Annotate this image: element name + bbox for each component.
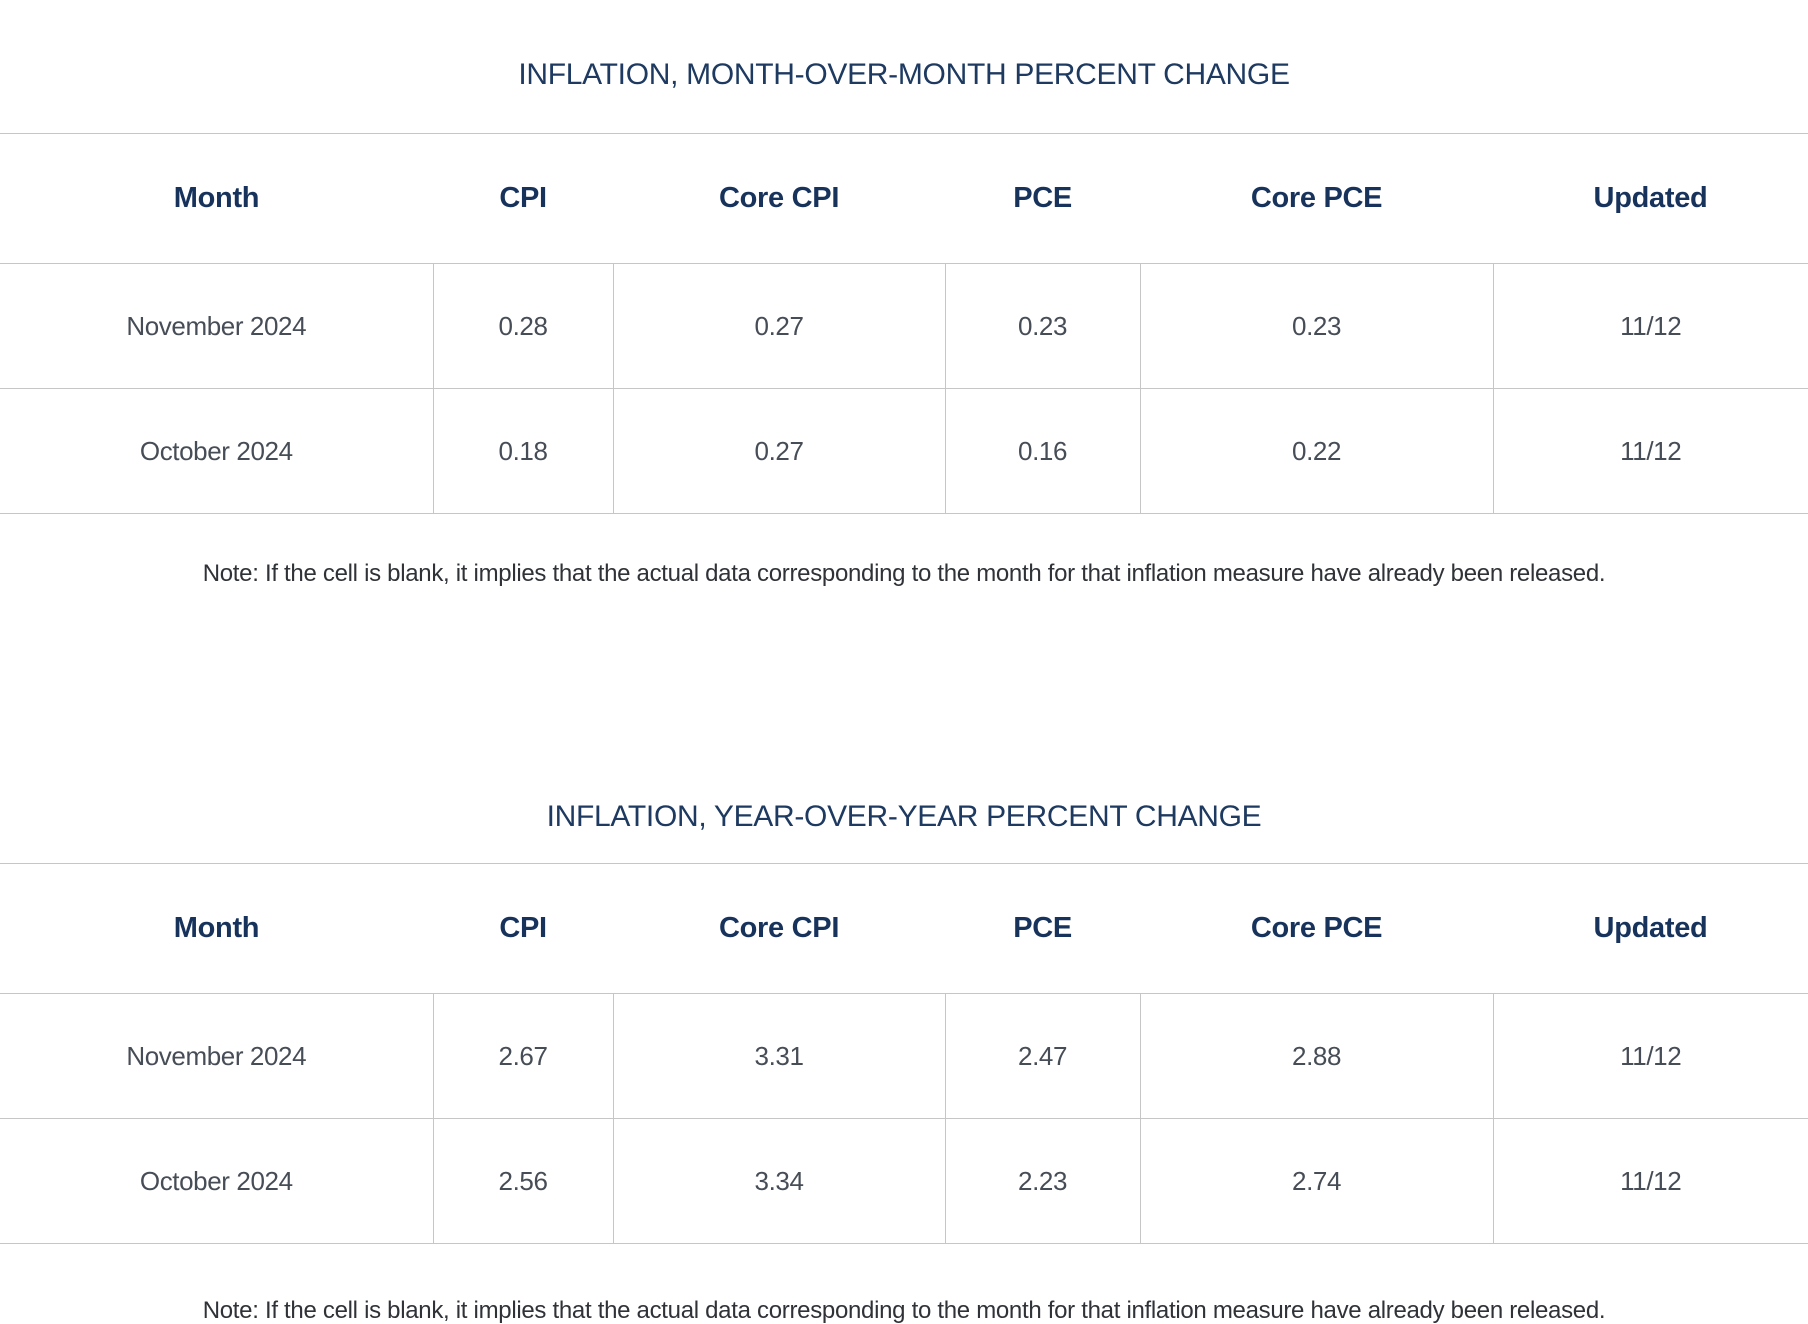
column-header-pce: PCE [945, 133, 1141, 264]
cell-pce: 0.23 [944, 263, 1141, 389]
cell-core-cpi: 3.31 [612, 993, 946, 1119]
column-header-core-pce: Core PCE [1140, 863, 1493, 994]
table-row: October 2024 2.56 3.34 2.23 2.74 11/12 [0, 1118, 1808, 1244]
cell-core-pce: 2.88 [1139, 993, 1493, 1119]
cell-core-cpi: 3.34 [612, 1118, 946, 1244]
yoy-header-row: Month CPI Core CPI PCE Core PCE Updated [0, 863, 1808, 994]
column-header-core-pce: Core PCE [1140, 133, 1493, 264]
column-header-cpi: CPI [433, 133, 614, 264]
cell-cpi: 2.56 [432, 1118, 614, 1244]
cell-updated: 11/12 [1492, 388, 1808, 514]
cell-updated: 11/12 [1492, 263, 1808, 389]
mom-table-title: INFLATION, MONTH-OVER-MONTH PERCENT CHAN… [518, 58, 1290, 91]
column-header-core-cpi: Core CPI [613, 133, 946, 264]
cell-core-pce: 0.22 [1139, 388, 1493, 514]
cell-core-cpi: 0.27 [612, 388, 946, 514]
cell-pce: 0.16 [944, 388, 1141, 514]
column-header-pce: PCE [945, 863, 1141, 994]
cell-pce: 2.47 [944, 993, 1141, 1119]
cell-core-pce: 0.23 [1139, 263, 1493, 389]
cell-month: November 2024 [0, 263, 434, 389]
cell-core-pce: 2.74 [1139, 1118, 1493, 1244]
column-header-month: Month [0, 863, 434, 994]
cell-updated: 11/12 [1492, 1118, 1808, 1244]
column-header-core-cpi: Core CPI [613, 863, 946, 994]
cell-core-cpi: 0.27 [612, 263, 946, 389]
yoy-section: INFLATION, YEAR-OVER-YEAR PERCENT CHANGE… [0, 799, 1808, 1324]
column-header-updated: Updated [1493, 133, 1808, 264]
mom-section: INFLATION, MONTH-OVER-MONTH PERCENT CHAN… [0, 57, 1808, 589]
cell-month: October 2024 [0, 1118, 434, 1244]
cell-cpi: 0.18 [432, 388, 614, 514]
cell-updated: 11/12 [1492, 993, 1808, 1119]
yoy-table: Month CPI Core CPI PCE Core PCE Updated … [0, 863, 1808, 1244]
cell-month: November 2024 [0, 993, 434, 1119]
yoy-table-note: Note: If the cell is blank, it implies t… [202, 1297, 1606, 1324]
cell-cpi: 0.28 [432, 263, 614, 389]
mom-table-note: Note: If the cell is blank, it implies t… [202, 560, 1606, 587]
cell-pce: 2.23 [944, 1118, 1141, 1244]
column-header-month: Month [0, 133, 434, 264]
table-row: November 2024 2.67 3.31 2.47 2.88 11/12 [0, 993, 1808, 1119]
table-row: November 2024 0.28 0.27 0.23 0.23 11/12 [0, 263, 1808, 389]
column-header-updated: Updated [1493, 863, 1808, 994]
cell-month: October 2024 [0, 388, 434, 514]
mom-header-row: Month CPI Core CPI PCE Core PCE Updated [0, 133, 1808, 264]
cell-cpi: 2.67 [432, 993, 614, 1119]
yoy-table-title: INFLATION, YEAR-OVER-YEAR PERCENT CHANGE [546, 800, 1262, 833]
inflation-nowcast-page: INFLATION, MONTH-OVER-MONTH PERCENT CHAN… [0, 57, 1808, 1324]
table-row: October 2024 0.18 0.27 0.16 0.22 11/12 [0, 388, 1808, 514]
column-header-cpi: CPI [433, 863, 614, 994]
mom-table: Month CPI Core CPI PCE Core PCE Updated … [0, 133, 1808, 514]
